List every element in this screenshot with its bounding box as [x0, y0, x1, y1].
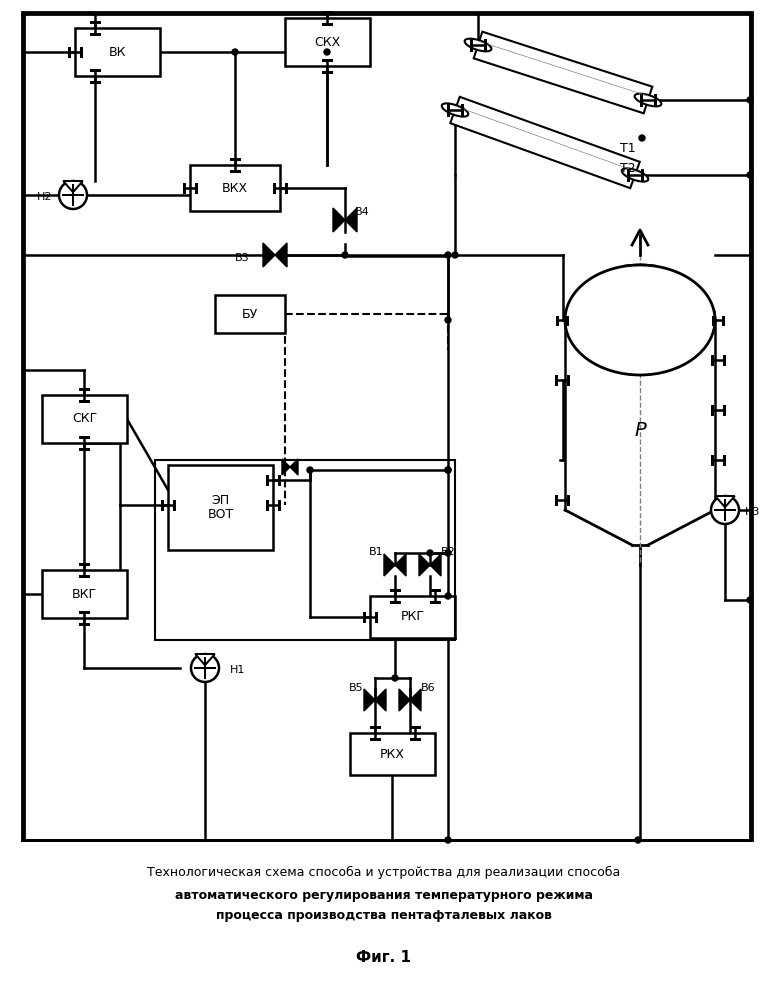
Ellipse shape [565, 265, 715, 375]
Circle shape [342, 252, 348, 258]
Bar [190, 165, 280, 211]
Circle shape [191, 654, 219, 682]
Polygon shape [384, 554, 395, 576]
Bar [215, 295, 285, 333]
Ellipse shape [441, 103, 468, 117]
Text: Р: Р [634, 421, 646, 440]
Polygon shape [430, 554, 441, 576]
Text: Т1: Т1 [620, 142, 636, 155]
Text: РКХ: РКХ [380, 747, 405, 760]
Text: БУ: БУ [242, 308, 258, 321]
Text: СКХ: СКХ [315, 36, 341, 49]
Polygon shape [290, 459, 298, 475]
Text: В5: В5 [349, 683, 364, 693]
Text: ВКГ: ВКГ [72, 587, 97, 600]
Text: ВКХ: ВКХ [222, 182, 248, 195]
Circle shape [452, 252, 458, 258]
Ellipse shape [634, 94, 661, 106]
Polygon shape [399, 689, 410, 711]
Circle shape [445, 550, 451, 556]
Polygon shape [395, 554, 406, 576]
Circle shape [639, 135, 645, 141]
Polygon shape [364, 689, 375, 711]
Circle shape [711, 496, 739, 524]
Text: СКГ: СКГ [72, 413, 97, 426]
Text: Н3: Н3 [745, 507, 761, 517]
Text: В4: В4 [355, 207, 370, 217]
Text: В1: В1 [369, 547, 384, 557]
Bar [285, 18, 370, 66]
Circle shape [445, 317, 451, 323]
Polygon shape [715, 496, 735, 507]
Circle shape [324, 49, 330, 55]
Circle shape [307, 467, 313, 473]
Text: Н1: Н1 [230, 665, 245, 675]
Text: ЭП
ВОТ: ЭП ВОТ [208, 494, 234, 521]
Polygon shape [275, 243, 287, 267]
Circle shape [445, 467, 451, 473]
Text: В6: В6 [421, 683, 435, 693]
Bar [42, 570, 127, 618]
Circle shape [747, 97, 753, 103]
Circle shape [445, 837, 451, 843]
Bar [370, 596, 455, 638]
Polygon shape [263, 243, 275, 267]
Bar [350, 733, 435, 775]
Text: РКГ: РКГ [401, 610, 424, 623]
Ellipse shape [621, 169, 648, 182]
Text: автоматического регулирования температурного режима: автоматического регулирования температур… [175, 888, 593, 901]
Circle shape [427, 550, 433, 556]
Text: Н2: Н2 [36, 192, 52, 202]
Circle shape [747, 172, 753, 178]
Circle shape [747, 597, 753, 603]
Bar [168, 465, 273, 550]
Polygon shape [375, 689, 386, 711]
Text: процесса производства пентафталевых лаков: процесса производства пентафталевых лако… [216, 909, 552, 922]
Circle shape [232, 49, 238, 55]
Circle shape [445, 593, 451, 599]
Polygon shape [282, 459, 290, 475]
Bar [155, 460, 455, 640]
Text: В3: В3 [235, 253, 250, 263]
Circle shape [445, 467, 451, 473]
Ellipse shape [464, 39, 491, 51]
Text: В2: В2 [441, 547, 456, 557]
Text: Технологическая схема способа и устройства для реализации способа: Технологическая схема способа и устройст… [148, 865, 621, 878]
Circle shape [635, 837, 641, 843]
Polygon shape [419, 554, 430, 576]
Polygon shape [450, 97, 640, 188]
Polygon shape [474, 32, 652, 113]
Circle shape [59, 181, 87, 209]
Text: Т2: Т2 [620, 162, 636, 175]
Polygon shape [410, 689, 421, 711]
Polygon shape [195, 654, 215, 665]
Text: ВК: ВК [108, 46, 126, 59]
Bar [75, 28, 160, 76]
Bar [565, 265, 715, 320]
Bar [42, 395, 127, 443]
Polygon shape [63, 181, 83, 192]
Polygon shape [333, 208, 345, 232]
Circle shape [445, 252, 451, 258]
Circle shape [392, 675, 398, 681]
Polygon shape [345, 208, 357, 232]
Text: Фиг. 1: Фиг. 1 [357, 950, 411, 965]
Bar [22, 12, 752, 840]
